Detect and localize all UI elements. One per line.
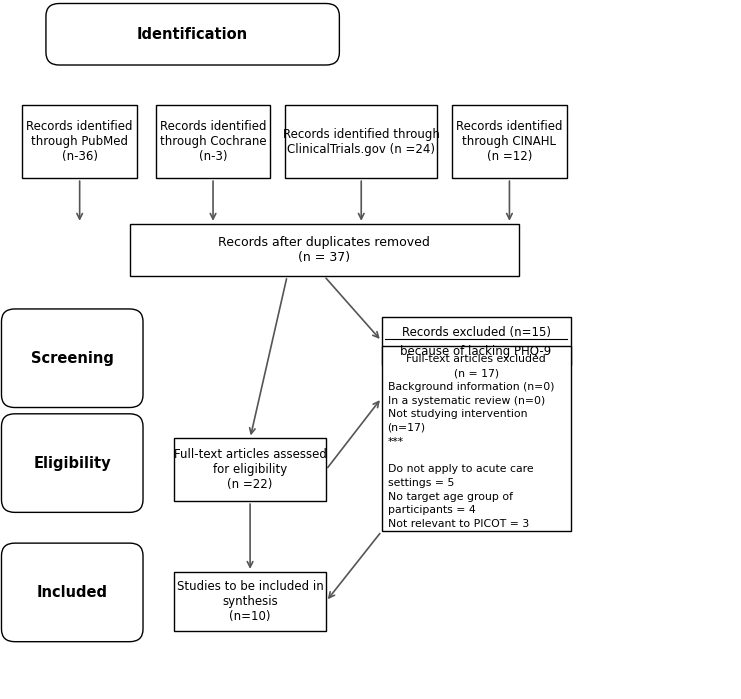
FancyBboxPatch shape: [46, 3, 339, 65]
Text: Not relevant to PICOT = 3: Not relevant to PICOT = 3: [388, 519, 529, 529]
Text: Records identified through
ClinicalTrials.gov (n =24): Records identified through ClinicalTrial…: [283, 127, 439, 156]
Text: Included: Included: [37, 585, 107, 600]
Text: Records excluded (n=15): Records excluded (n=15): [402, 326, 551, 339]
Text: Not studying intervention: Not studying intervention: [388, 410, 527, 419]
Text: Records identified
through Cochrane
(n-3): Records identified through Cochrane (n-3…: [160, 120, 266, 163]
Text: Screening: Screening: [31, 351, 113, 366]
Text: Do not apply to acute care: Do not apply to acute care: [388, 464, 534, 474]
Text: Background information (n=0): Background information (n=0): [388, 382, 554, 392]
Bar: [156, 105, 270, 178]
Text: Records after duplicates removed
(n = 37): Records after duplicates removed (n = 37…: [219, 236, 430, 264]
FancyBboxPatch shape: [1, 309, 143, 408]
Bar: [382, 346, 571, 531]
FancyBboxPatch shape: [1, 543, 143, 642]
Bar: [452, 105, 567, 178]
Text: ***: ***: [388, 437, 404, 447]
Text: Studies to be included in
synthesis
(n=10): Studies to be included in synthesis (n=1…: [176, 580, 324, 623]
Text: Identification: Identification: [137, 27, 248, 42]
Bar: [174, 438, 326, 501]
Text: Records identified
through CINAHL
(n =12): Records identified through CINAHL (n =12…: [456, 120, 562, 163]
Text: because of lacking PHQ-9: because of lacking PHQ-9: [400, 345, 552, 358]
Text: Eligibility: Eligibility: [33, 456, 111, 470]
Text: No target age group of: No target age group of: [388, 491, 513, 502]
Text: (n = 17): (n = 17): [453, 368, 499, 378]
FancyBboxPatch shape: [1, 414, 143, 512]
Text: Full-text articles excluded: Full-text articles excluded: [406, 354, 546, 364]
Bar: [22, 105, 137, 178]
Text: Records identified
through PubMed
(n-36): Records identified through PubMed (n-36): [27, 120, 133, 163]
Bar: [130, 224, 519, 276]
Bar: [382, 317, 571, 365]
Text: (n=17): (n=17): [388, 423, 425, 433]
Text: Full-text articles assessed
for eligibility
(n =22): Full-text articles assessed for eligibil…: [173, 448, 327, 491]
Bar: [285, 105, 437, 178]
Text: settings = 5: settings = 5: [388, 478, 454, 488]
Text: In a systematic review (n=0): In a systematic review (n=0): [388, 396, 545, 405]
Bar: [174, 572, 326, 631]
Text: participants = 4: participants = 4: [388, 505, 475, 515]
